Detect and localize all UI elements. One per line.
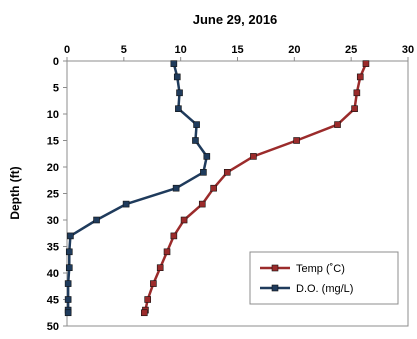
data-point [210,184,217,192]
data-point [156,264,164,272]
x-axis: 0 5 10 15 20 25 30 [64,44,414,61]
y-tick-label: 15 [47,136,59,148]
y-tick-label: 25 [47,189,59,201]
data-point [193,121,200,128]
y-tick-label: 0 [53,56,59,68]
data-point [200,169,207,176]
chart-title: June 29, 2016 [193,12,278,27]
data-point [180,216,188,224]
y-tick-label: 40 [47,268,59,280]
y-tick-label: 35 [47,242,59,254]
x-tick-label: 10 [175,44,187,56]
y-tick-label: 30 [47,215,59,227]
legend-label: Temp (˚C) [296,263,345,275]
data-point [140,309,148,317]
data-point [176,89,183,97]
x-tick-label: 25 [345,44,357,56]
data-point [163,248,171,256]
y-tick-label: 10 [47,109,59,121]
data-point [150,280,157,287]
data-point [122,200,130,208]
data-point [334,121,341,128]
y-tick-label: 45 [47,295,59,307]
legend-marker [271,264,279,272]
data-point [356,73,364,81]
data-point [192,137,199,144]
y-tick-label: 50 [47,321,59,333]
data-point [93,216,100,224]
data-point [203,153,211,160]
data-point [144,296,152,303]
data-point [64,309,72,317]
data-point [351,105,358,112]
data-point [223,169,231,176]
legend: Temp (˚C) D.O. (mg/L) [249,251,399,305]
data-point [67,232,74,240]
x-tick-label: 5 [121,44,127,56]
data-point [170,60,178,67]
x-tick-label: 30 [402,44,414,56]
data-point [362,60,370,67]
data-point [172,184,180,192]
x-tick-label: 20 [288,44,300,56]
data-point [64,280,72,287]
y-tick-label: 20 [47,162,59,174]
legend-marker [271,284,279,292]
data-point [175,105,182,112]
data-point [170,232,178,240]
data-point [173,73,181,81]
series-layer [64,60,370,317]
data-point [250,153,257,160]
legend-box [249,251,399,305]
x-tick-label: 0 [64,44,70,56]
y-axis: 0 5 10 15 20 25 30 35 40 45 50 [47,56,67,333]
data-point [64,296,72,303]
y-axis-label: Depth (ft) [8,166,22,219]
data-point [293,137,300,144]
data-point [198,200,206,208]
y-tick-label: 5 [53,83,59,95]
data-point [65,248,73,256]
data-point [65,264,73,272]
series-do [64,60,211,317]
x-tick-label: 15 [231,44,243,56]
legend-label: D.O. (mg/L) [296,283,353,295]
data-point [353,89,361,97]
series-temp [140,60,370,317]
